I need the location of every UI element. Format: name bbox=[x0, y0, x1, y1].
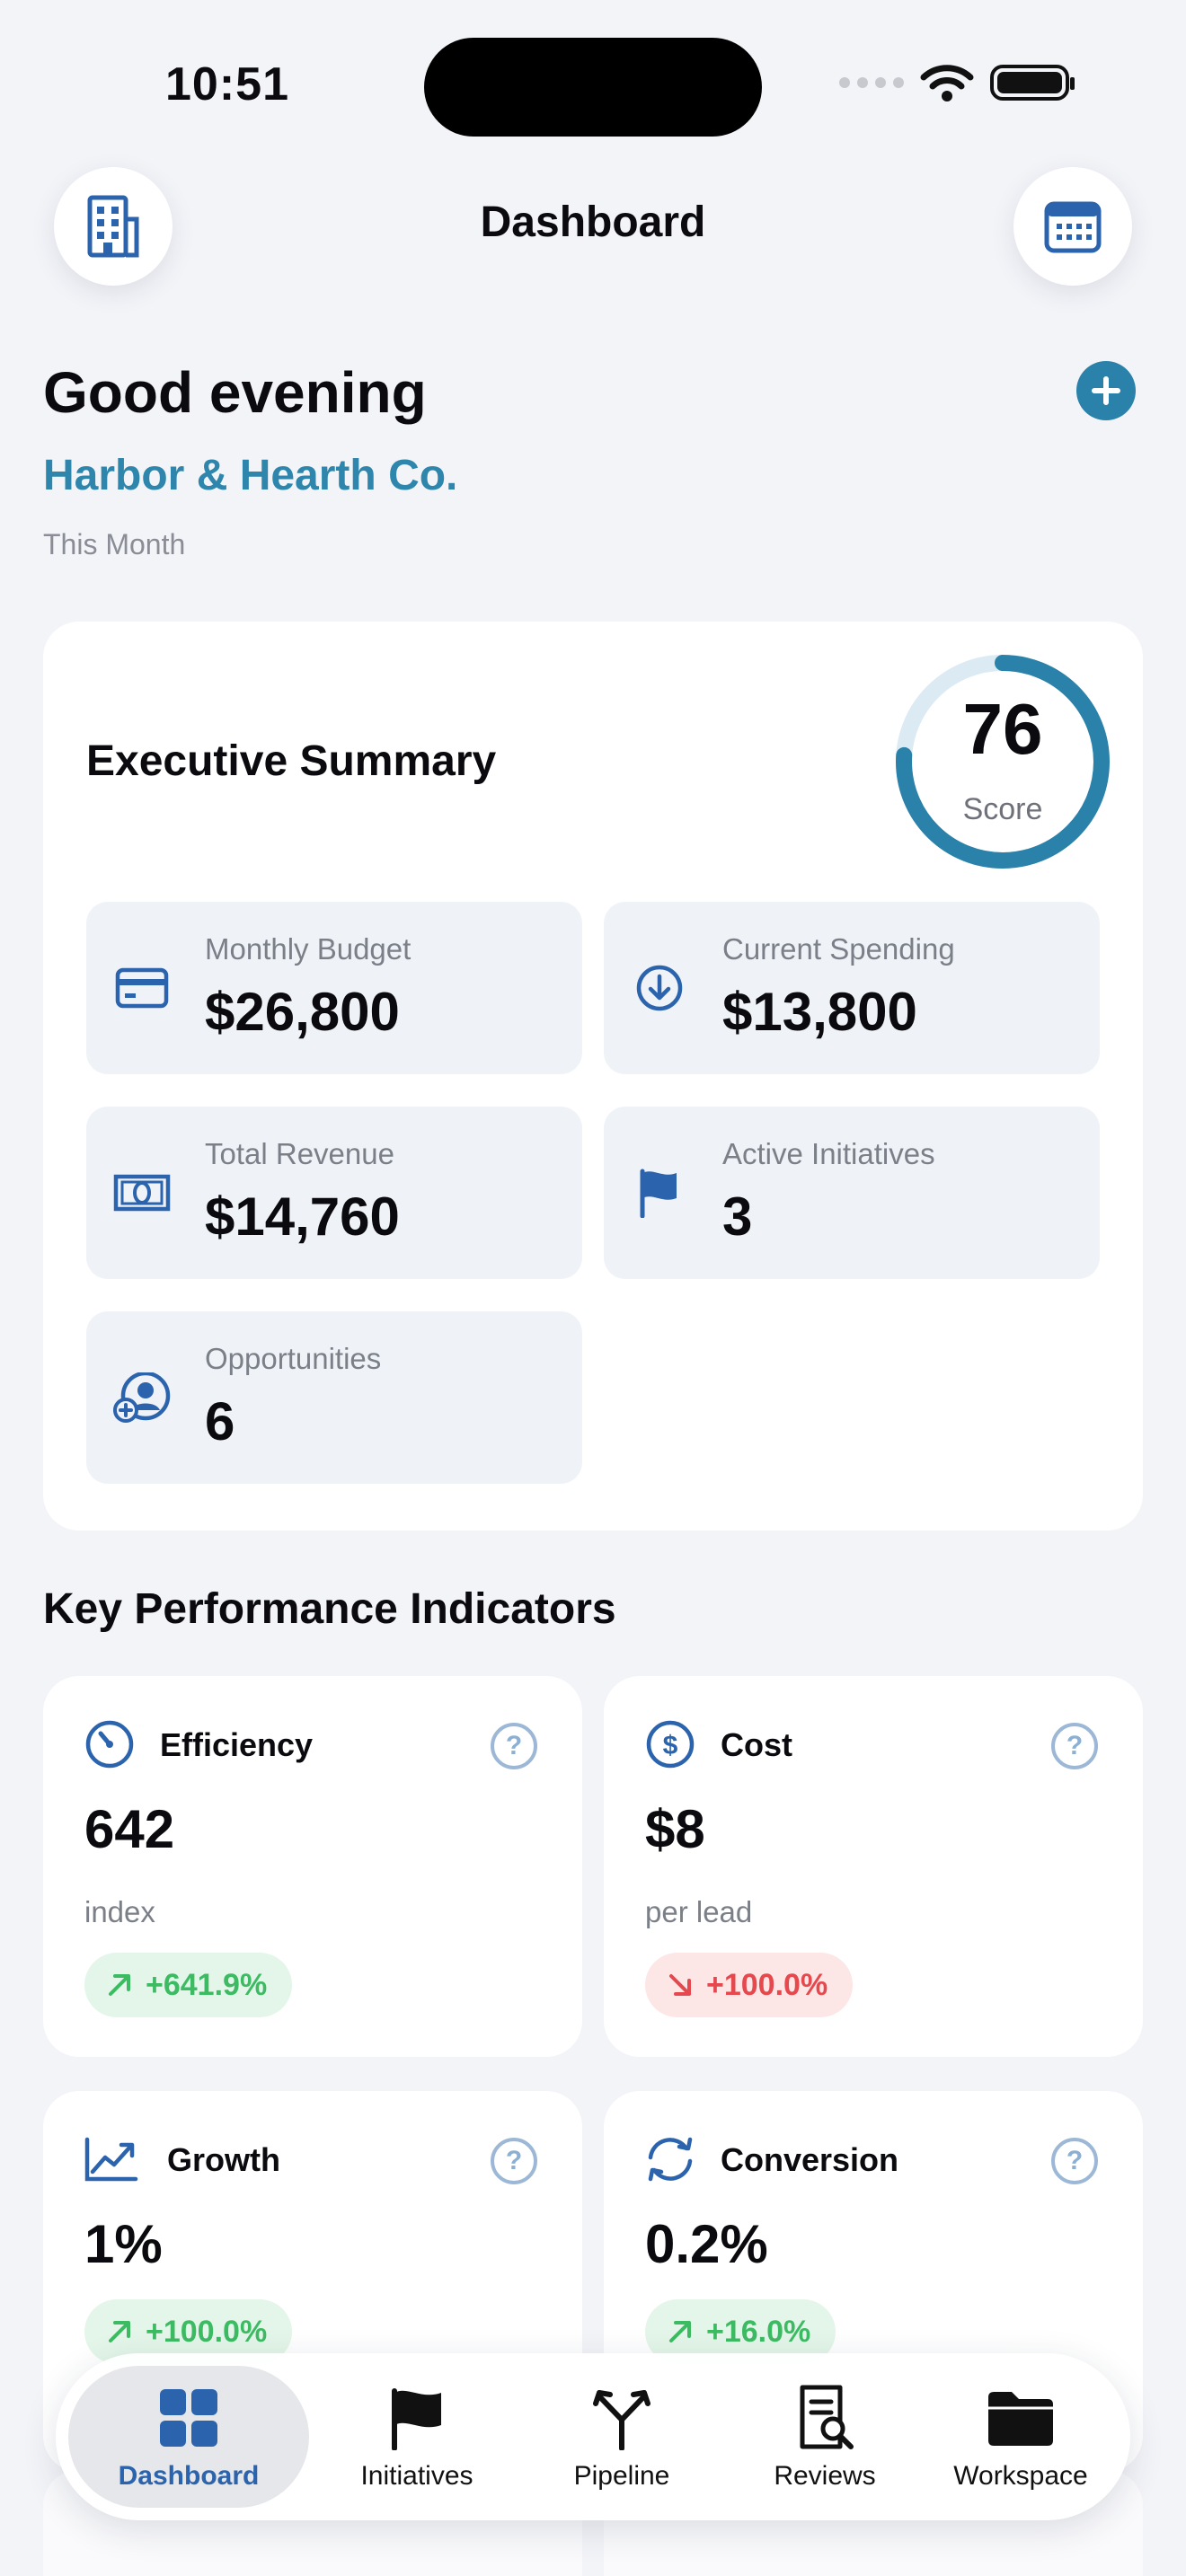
tab-workspace[interactable]: Workspace bbox=[922, 2366, 1120, 2508]
arrow-up-right-icon bbox=[109, 2321, 130, 2342]
building-icon bbox=[87, 195, 139, 258]
kpi-name: Conversion bbox=[721, 2141, 899, 2178]
tab-label: Dashboard bbox=[118, 2461, 260, 2491]
company-name[interactable]: Harbor & Hearth Co. bbox=[43, 452, 458, 499]
kpi-change: +100.0% bbox=[706, 1967, 828, 2002]
score-ring: 76 Score bbox=[891, 650, 1114, 873]
kpi-name: Growth bbox=[167, 2141, 280, 2178]
tab-dashboard[interactable]: Dashboard bbox=[68, 2366, 309, 2508]
page-title: Dashboard bbox=[480, 198, 706, 246]
battery-icon bbox=[990, 65, 1075, 101]
arrow-down-right-icon bbox=[669, 1974, 691, 1996]
tile-value: 6 bbox=[205, 1391, 235, 1451]
tile-value: $14,760 bbox=[205, 1187, 400, 1247]
executive-summary-card: Executive Summary 76 Score Monthly Budge… bbox=[43, 622, 1143, 1531]
kpi-unit: index bbox=[84, 1895, 155, 1928]
tile-value: $13,800 bbox=[722, 982, 917, 1042]
arrow-down-circle-icon bbox=[636, 965, 683, 1011]
score-value: 76 bbox=[962, 689, 1043, 769]
tile-active-initiatives[interactable]: Active Initiatives 3 bbox=[604, 1107, 1100, 1279]
kpi-change: +100.0% bbox=[146, 2314, 268, 2349]
tab-label: Reviews bbox=[774, 2461, 876, 2491]
flag-icon bbox=[640, 1169, 677, 1218]
arrow-up-right-icon bbox=[109, 1974, 130, 1996]
kpi-change-badge: +641.9% bbox=[84, 1953, 293, 2017]
status-indicators bbox=[839, 63, 1075, 102]
status-time: 10:51 bbox=[165, 58, 289, 110]
tab-initiatives[interactable]: Initiatives bbox=[318, 2366, 516, 2508]
kpi-card-cost[interactable]: $ Cost ? $8 per lead +100.0% bbox=[604, 1676, 1143, 2057]
tile-label: Monthly Budget bbox=[205, 932, 412, 966]
tile-label: Active Initiatives bbox=[722, 1137, 935, 1170]
gauge-icon bbox=[85, 1720, 134, 1769]
tab-reviews[interactable]: Reviews bbox=[726, 2366, 924, 2508]
calendar-icon bbox=[1044, 201, 1102, 253]
tile-label: Current Spending bbox=[722, 932, 955, 966]
person-add-icon bbox=[113, 1372, 171, 1423]
kpi-change-badge: +100.0% bbox=[645, 1953, 854, 2017]
flag-icon bbox=[392, 2388, 441, 2450]
help-icon[interactable]: ? bbox=[1051, 2138, 1098, 2184]
kpi-change: +641.9% bbox=[146, 1967, 268, 2002]
score-label: Score bbox=[962, 792, 1043, 826]
tab-pipeline[interactable]: Pipeline bbox=[523, 2366, 721, 2508]
help-icon[interactable]: ? bbox=[1051, 1723, 1098, 1769]
svg-text:$: $ bbox=[663, 1731, 678, 1760]
kpi-heading: Key Performance Indicators bbox=[43, 1585, 616, 1633]
help-icon[interactable]: ? bbox=[491, 2138, 537, 2184]
summary-title: Executive Summary bbox=[86, 737, 497, 785]
tile-opportunities[interactable]: Opportunities 6 bbox=[86, 1311, 582, 1484]
credit-card-icon bbox=[115, 967, 169, 1009]
kpi-name: Efficiency bbox=[160, 1726, 314, 1763]
kpi-value: $8 bbox=[645, 1799, 705, 1859]
chart-line-icon bbox=[84, 2137, 138, 2182]
help-icon[interactable]: ? bbox=[491, 1723, 537, 1769]
folder-icon bbox=[988, 2392, 1053, 2446]
calendar-button[interactable] bbox=[1013, 167, 1132, 286]
kpi-name: Cost bbox=[721, 1726, 792, 1763]
refresh-icon bbox=[648, 2137, 693, 2182]
fork-icon bbox=[593, 2390, 651, 2450]
kpi-unit: per lead bbox=[645, 1895, 753, 1928]
kpi-change: +16.0% bbox=[706, 2314, 811, 2349]
kpi-card-efficiency[interactable]: Efficiency ? 642 index +641.9% bbox=[43, 1676, 582, 2057]
tile-value: $26,800 bbox=[205, 982, 400, 1042]
tab-label: Initiatives bbox=[360, 2461, 474, 2491]
wifi-icon bbox=[920, 65, 974, 101]
signal-icon bbox=[839, 77, 904, 88]
score-progress-arc bbox=[896, 655, 1110, 869]
tile-current-spending[interactable]: Current Spending $13,800 bbox=[604, 902, 1100, 1074]
add-button[interactable] bbox=[1076, 361, 1136, 420]
tile-label: Total Revenue bbox=[205, 1137, 394, 1170]
greeting-text: Good evening bbox=[43, 360, 427, 425]
building-button[interactable] bbox=[54, 167, 173, 286]
dynamic-island bbox=[424, 38, 762, 137]
grid-icon bbox=[160, 2389, 217, 2447]
kpi-value: 642 bbox=[84, 1799, 175, 1859]
tab-bar: Dashboard Initiatives Pipeline bbox=[56, 2353, 1130, 2520]
tile-total-revenue[interactable]: Total Revenue $14,760 bbox=[86, 1107, 582, 1279]
plus-circle-icon bbox=[1092, 376, 1120, 405]
period-label: This Month bbox=[43, 528, 186, 560]
tile-label: Opportunities bbox=[205, 1342, 382, 1375]
kpi-value: 1% bbox=[84, 2214, 163, 2274]
tab-label: Pipeline bbox=[573, 2461, 670, 2491]
doc-search-icon bbox=[800, 2385, 854, 2449]
arrow-up-right-icon bbox=[669, 2321, 691, 2342]
banknote-icon bbox=[113, 1174, 171, 1212]
dollar-circle-icon: $ bbox=[646, 1720, 695, 1769]
kpi-value: 0.2% bbox=[645, 2214, 768, 2274]
tile-monthly-budget[interactable]: Monthly Budget $26,800 bbox=[86, 902, 582, 1074]
tile-value: 3 bbox=[722, 1187, 753, 1247]
tab-label: Workspace bbox=[953, 2461, 1088, 2491]
